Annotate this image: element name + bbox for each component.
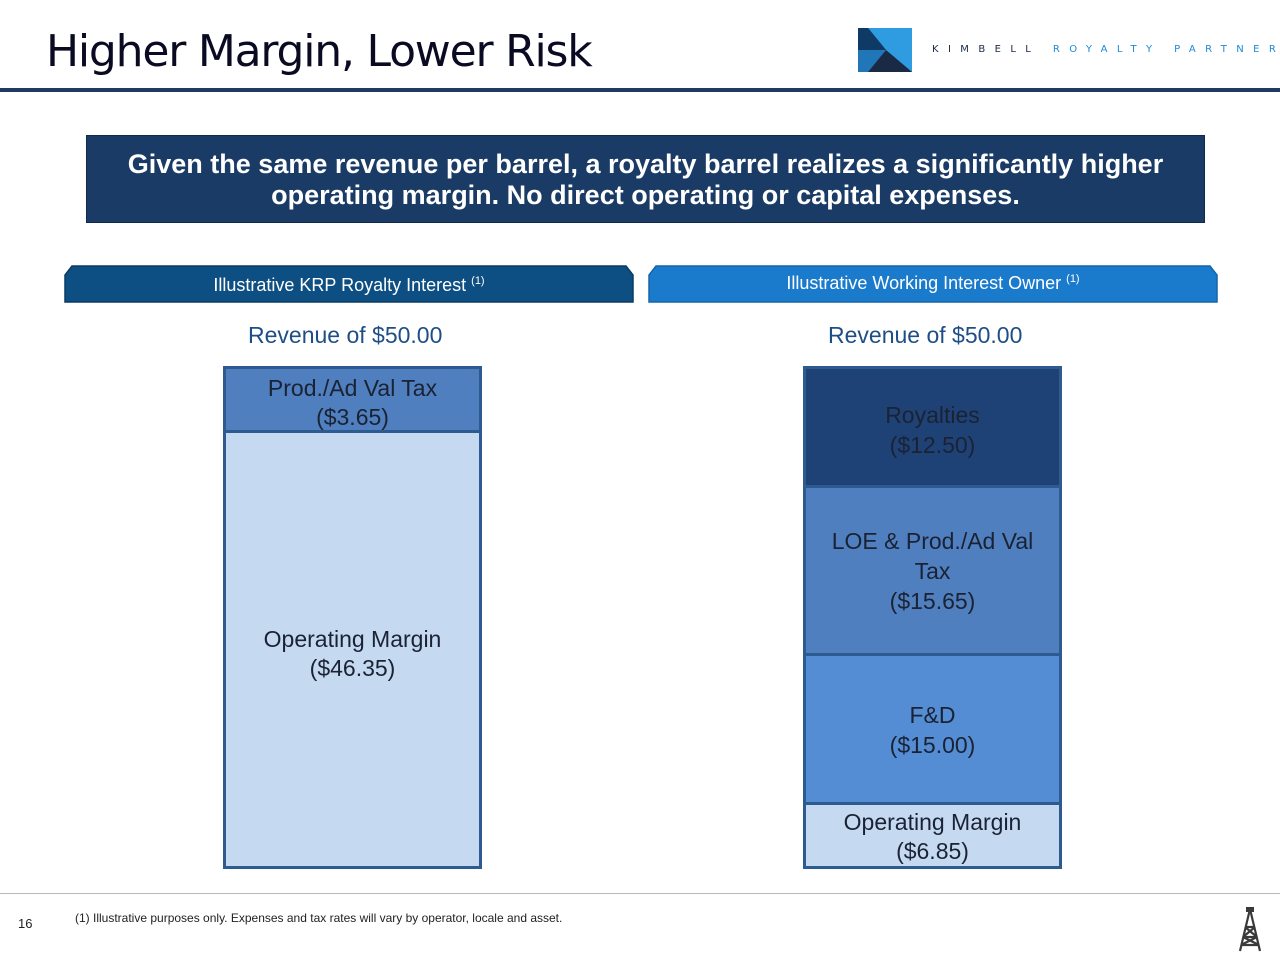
segment-royalties: Royalties ($12.50)	[806, 369, 1059, 488]
logo-wordmark: KIMBELL ROYALTY PARTNERS	[932, 44, 1280, 55]
page-title: Higher Margin, Lower Risk	[46, 26, 593, 77]
segment-operating-margin-krp: Operating Margin ($46.35)	[226, 433, 479, 866]
segment-loe-label-1: LOE & Prod./Ad Val	[831, 528, 1034, 554]
footnote: (1) Illustrative purposes only. Expenses…	[75, 911, 563, 925]
page-number: 16	[18, 916, 33, 931]
segment-prod-ad-val-tax-value: ($3.65)	[316, 404, 389, 430]
logo-royalty: ROYALTY	[1052, 44, 1162, 55]
segment-royalties-value: ($12.50)	[889, 432, 976, 458]
kimbell-logo-icon	[858, 28, 912, 72]
tab-label-left: Illustrative KRP Royalty Interest (1)	[64, 275, 634, 296]
segment-operating-margin-krp-label: Operating Margin	[263, 626, 442, 652]
tab-shape-left	[64, 265, 634, 303]
logo-kimbell: KIMBELL	[932, 44, 1041, 55]
summary-banner: Given the same revenue per barrel, a roy…	[86, 135, 1205, 223]
tab-label-right: Illustrative Working Interest Owner (1)	[648, 273, 1218, 294]
tab-krp-royalty-interest: Illustrative KRP Royalty Interest (1)	[64, 265, 634, 303]
tab-label-right-text: Illustrative Working Interest Owner	[786, 273, 1062, 293]
right-revenue-label: Revenue of $50.00	[828, 322, 1023, 348]
tab-label-left-footnote: (1)	[471, 275, 485, 287]
tab-label-right-footnote: (1)	[1066, 273, 1080, 285]
wio-stacked-bar: Royalties ($12.50) LOE & Prod./Ad Val Ta…	[803, 366, 1062, 869]
oil-rig-icon	[1238, 907, 1262, 952]
tab-label-left-text: Illustrative KRP Royalty Interest	[213, 275, 467, 295]
tab-shape-right	[648, 265, 1218, 303]
segment-royalties-label: Royalties	[885, 402, 980, 428]
left-revenue-label: Revenue of $50.00	[248, 322, 443, 348]
company-logo: KIMBELL ROYALTY PARTNERS	[858, 28, 1280, 74]
banner-line-2: operating margin. No direct operating or…	[271, 180, 1020, 210]
krp-stacked-bar: Prod./Ad Val Tax ($3.65) Operating Margi…	[223, 366, 482, 869]
segment-f-and-d-label: F&D	[909, 702, 956, 728]
segment-loe-prod-ad-val-tax: LOE & Prod./Ad Val Tax ($15.65)	[806, 488, 1059, 656]
segment-operating-margin-wio-label: Operating Margin	[843, 809, 1022, 835]
footer-divider	[0, 893, 1280, 894]
segment-f-and-d-value: ($15.00)	[889, 732, 976, 758]
segment-loe-label-2: Tax	[914, 558, 951, 584]
title-divider	[0, 88, 1280, 92]
logo-partners: PARTNERS	[1174, 44, 1280, 55]
segment-prod-ad-val-tax-label: Prod./Ad Val Tax	[267, 375, 438, 401]
segment-operating-margin-krp-value: ($46.35)	[309, 655, 396, 681]
segment-f-and-d: F&D ($15.00)	[806, 656, 1059, 805]
segment-operating-margin-wio: Operating Margin ($6.85)	[806, 805, 1059, 866]
segment-prod-ad-val-tax: Prod./Ad Val Tax ($3.65)	[226, 369, 479, 433]
segment-operating-margin-wio-value: ($6.85)	[896, 838, 969, 864]
segment-loe-value: ($15.65)	[889, 588, 976, 614]
tab-working-interest-owner: Illustrative Working Interest Owner (1)	[648, 265, 1218, 303]
banner-line-1: Given the same revenue per barrel, a roy…	[127, 149, 1164, 179]
